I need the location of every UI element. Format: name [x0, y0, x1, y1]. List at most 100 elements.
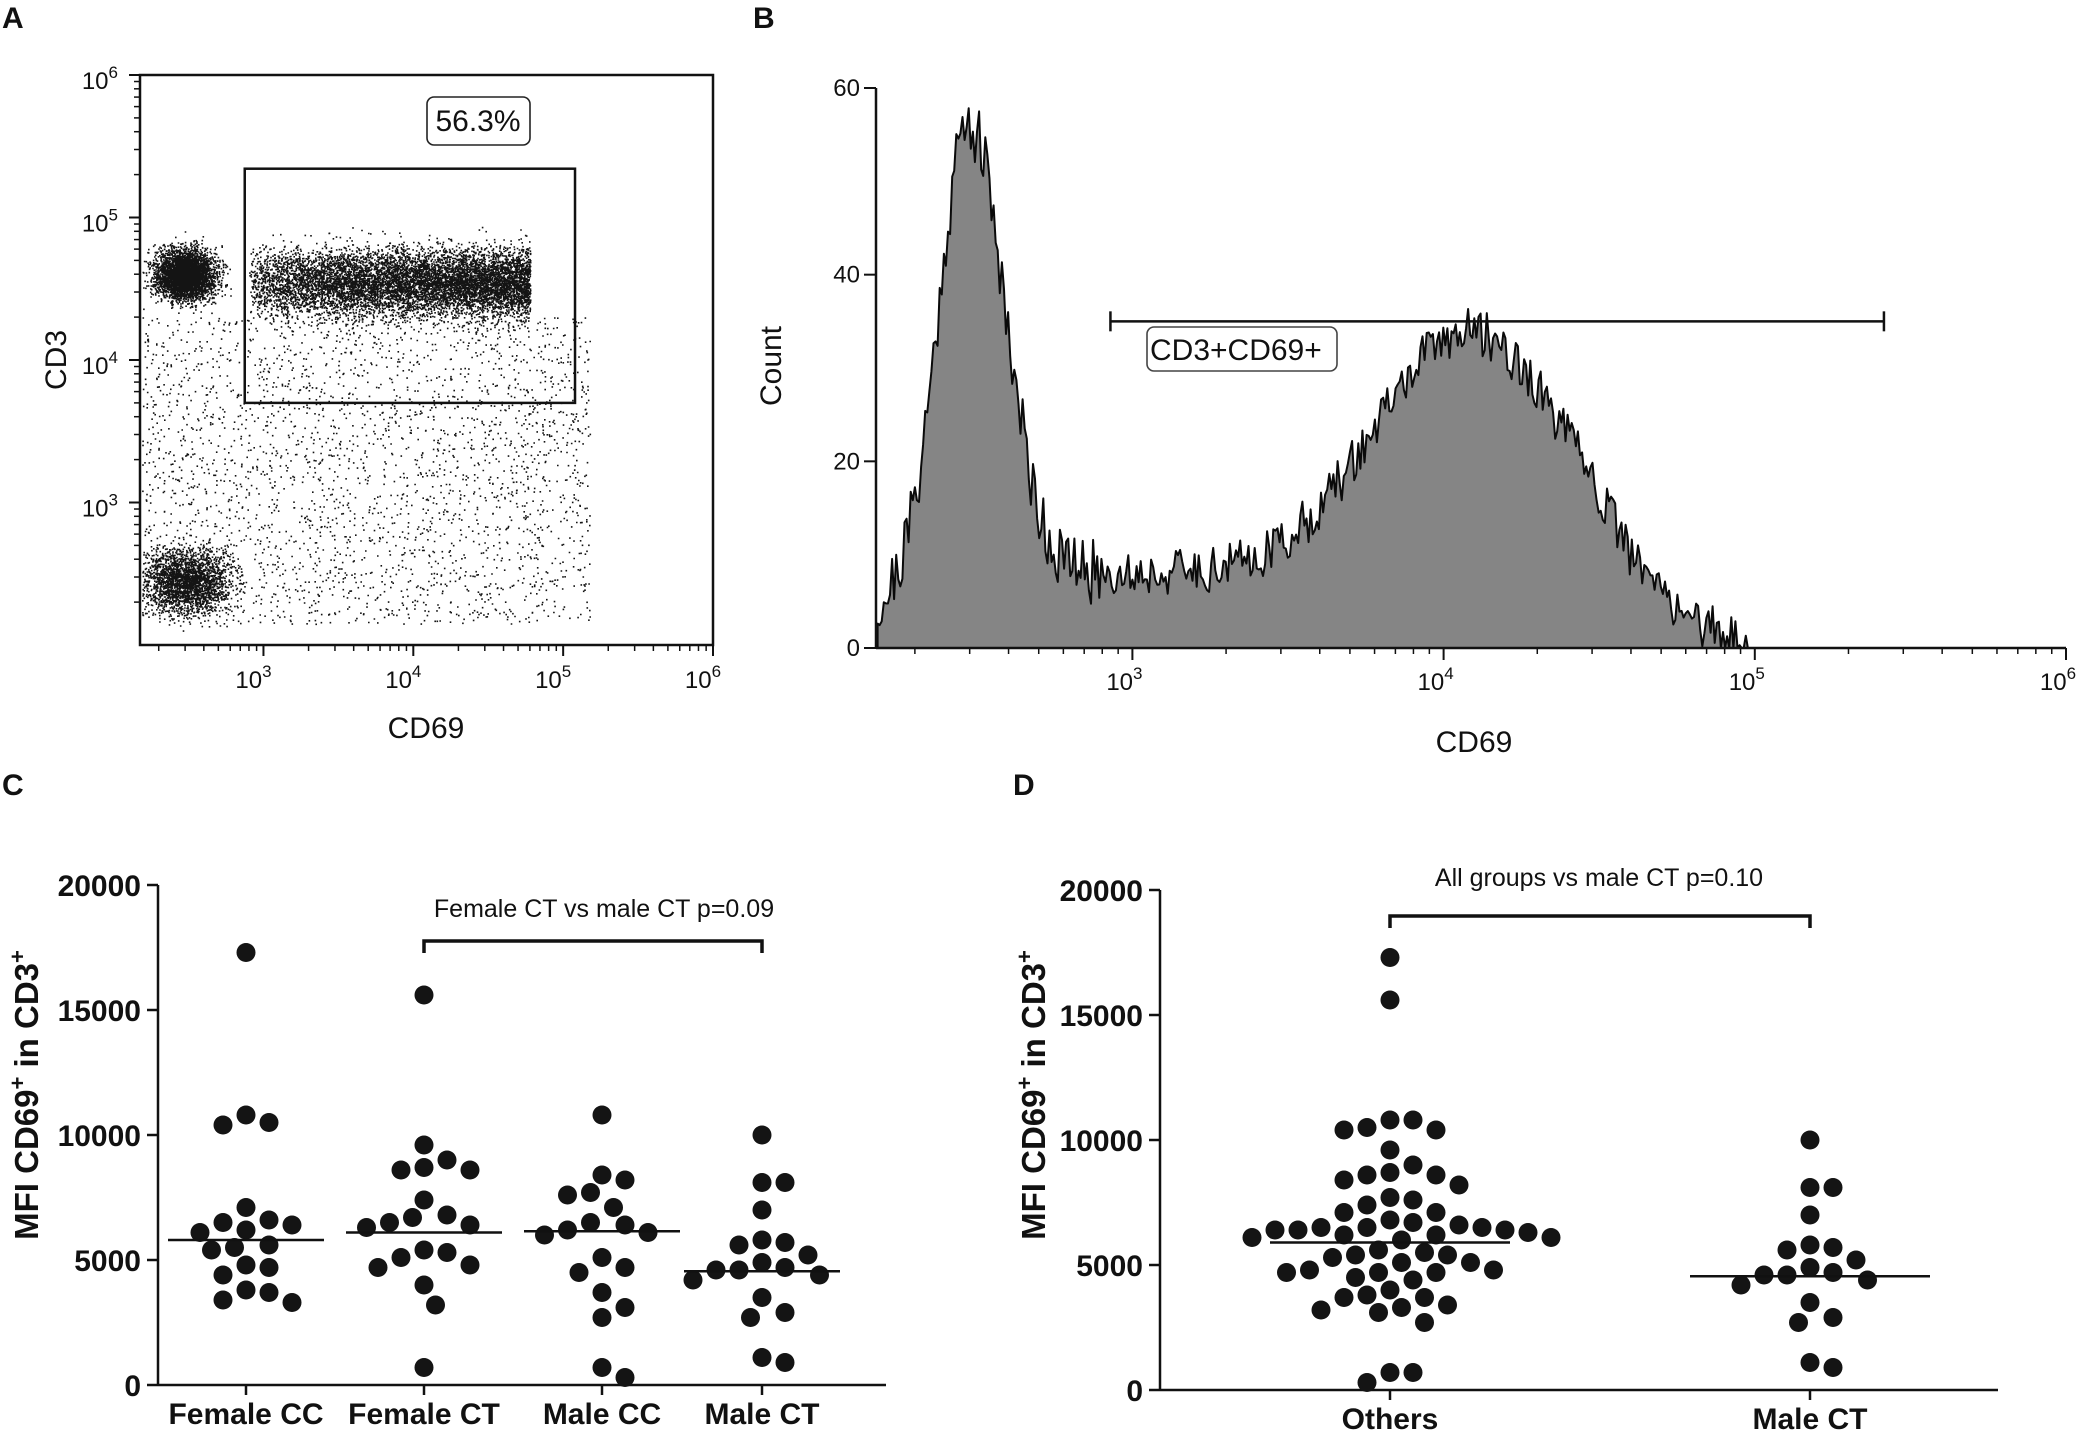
panel-d-data-point — [1380, 1140, 1400, 1160]
panel-a-y-tick-label: 105 — [82, 206, 118, 238]
panel-d-data-point — [1380, 1188, 1400, 1207]
panel-d-data-point — [1800, 1293, 1820, 1312]
panel-a-events — [142, 226, 592, 632]
panel-c-data-point — [752, 1253, 772, 1272]
panel-c-data-point — [414, 1190, 434, 1210]
panel-c-data-point — [775, 1303, 795, 1322]
panel-d-data-point — [1823, 1178, 1843, 1197]
panel-c-data-point — [775, 1233, 795, 1252]
panel-c-data-point — [581, 1183, 600, 1202]
panel-d-data-point — [1392, 1253, 1411, 1272]
panel-d-y-tick-label: 0 — [1126, 1375, 1143, 1408]
panel-d-data-point — [1392, 1230, 1411, 1250]
panel-d-data-point — [1380, 1163, 1400, 1182]
panel-d-data-point — [1731, 1275, 1751, 1295]
panel-b-y-tick-label: 0 — [847, 635, 860, 662]
panel-d-data-point — [1800, 1258, 1820, 1277]
panel-d-data-point — [1858, 1270, 1877, 1290]
panel-a-flow-scatter: 56.3% 103 104 105 106 103 104 105 106 CD69 CD3 — [40, 63, 721, 745]
panel-c-data-point — [752, 1348, 772, 1367]
panel-d-data-point — [1789, 1313, 1808, 1332]
panel-c-data-point — [592, 1105, 612, 1125]
panel-b-y-label: Count — [755, 325, 788, 406]
panel-a-gate[interactable] — [243, 167, 577, 405]
panel-d-data-point — [1449, 1215, 1469, 1235]
panel-c-data-point — [414, 1158, 434, 1177]
panel-b-gate-label: CD3+CD69+ — [1150, 334, 1322, 367]
panel-c-data-point — [775, 1353, 795, 1372]
panel-d-data-point — [1380, 1280, 1400, 1300]
panel-a-frame — [138, 73, 715, 647]
panel-d-data-point — [1334, 1288, 1354, 1307]
panel-d-data-point — [1403, 1190, 1423, 1210]
panel-c-dot-plot: 0 5000 10000 15000 20000 Female CC Female CT Ma… — [5, 870, 886, 1431]
panel-c-data-point — [403, 1208, 422, 1227]
panel-c-data-point — [213, 1290, 233, 1310]
panel-c-category-label: Male CC — [543, 1398, 661, 1431]
panel-c-data-point — [615, 1368, 635, 1387]
panel-c-data-point — [592, 1308, 612, 1327]
panel-d-data-point — [1357, 1218, 1377, 1237]
panel-d-data-point — [1334, 1203, 1354, 1222]
panel-c-data-point — [414, 1240, 434, 1260]
panel-d-data-point — [1777, 1240, 1797, 1260]
panel-c-data-point — [437, 1150, 457, 1170]
panel-b-gate-label-box — [1146, 326, 1338, 372]
panel-d-data-point — [1800, 1205, 1820, 1225]
panel-d-data-point — [1311, 1218, 1331, 1237]
panel-b-x-tick-label: 106 — [2040, 664, 2076, 696]
panel-c-data-point — [391, 1248, 411, 1267]
panel-d-data-point — [1800, 1178, 1820, 1197]
panel-b-x-tick-label: 104 — [1418, 664, 1454, 696]
panel-a-x-tick-label: 103 — [235, 662, 271, 694]
panel-d-data-point — [1288, 1220, 1308, 1240]
panel-c-data-point — [752, 1230, 772, 1250]
panel-d-data-point — [1300, 1260, 1319, 1280]
panel-b-y-tick-label: 60 — [833, 75, 860, 102]
panel-d-data-point — [1277, 1263, 1296, 1282]
panel-c-data-point — [729, 1235, 749, 1255]
panel-d-data-point — [1357, 1118, 1377, 1137]
panel-c-data-point — [752, 1200, 772, 1220]
panel-c-data-point — [615, 1170, 635, 1190]
panel-c-data-point — [259, 1210, 279, 1230]
panel-b-gate-marker[interactable] — [1109, 311, 1886, 332]
panel-label-c: C — [2, 769, 24, 802]
panel-b-ticks: 103 104 105 106 0 20 40 60 — [833, 75, 2076, 696]
panel-d-data-point — [1242, 1228, 1262, 1247]
panel-d-data-point — [1392, 1298, 1411, 1317]
panel-c-y-tick-label: 10000 — [58, 1120, 141, 1153]
panel-d-data-point — [1426, 1263, 1446, 1282]
panel-d-data-point — [1357, 1165, 1377, 1185]
panel-label-d: D — [1013, 769, 1035, 802]
panel-d-data-point — [1403, 1270, 1423, 1290]
panel-d-category-label: Male CT — [1752, 1403, 1867, 1432]
panel-c-y-label: MFI CD69+ in CD3+ — [5, 950, 45, 1240]
panel-c-data-point — [592, 1248, 612, 1267]
panel-c-data-point — [741, 1308, 760, 1327]
panel-d-data-point — [1369, 1240, 1388, 1260]
panel-a-y-label: CD3 — [40, 330, 73, 390]
panel-d-data-point — [1800, 1353, 1820, 1372]
panel-c-data-point — [569, 1263, 589, 1282]
panel-a-gate-label-box — [426, 96, 531, 146]
panel-c-data-point — [414, 1135, 434, 1155]
panel-c-data-point — [592, 1165, 612, 1185]
panel-d-y-tick-label: 5000 — [1076, 1250, 1143, 1283]
panel-a-gate-percentage: 56.3% — [435, 105, 520, 138]
panel-d-data-point — [1846, 1250, 1866, 1270]
panel-c-data-point — [615, 1215, 635, 1235]
panel-c-category-label: Male CT — [704, 1398, 819, 1431]
panel-a-y-tick-label: 103 — [82, 491, 118, 523]
panel-d-data-point — [1800, 1130, 1820, 1150]
panel-d-data-point — [1800, 1235, 1820, 1255]
panel-c-data-point — [259, 1235, 279, 1255]
panel-d-y-tick-label: 15000 — [1060, 1000, 1143, 1033]
panel-d-data-point — [1823, 1308, 1843, 1327]
panel-b-y-tick-label: 20 — [833, 448, 860, 475]
panel-c-data-point — [426, 1295, 445, 1315]
panel-c-data-point — [213, 1213, 233, 1232]
panel-d-data-point — [1380, 948, 1400, 967]
panel-c-data-point — [775, 1258, 795, 1277]
panel-d-data-point — [1357, 1373, 1377, 1392]
